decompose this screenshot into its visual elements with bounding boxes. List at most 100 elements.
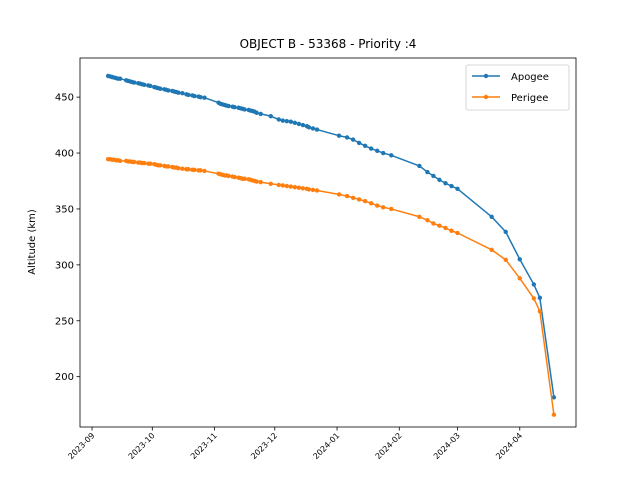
- perigee-point: [254, 179, 259, 184]
- apogee-point: [268, 113, 273, 119]
- perigee-point: [292, 184, 298, 190]
- y-axis-label: Altitude (km): [27, 209, 38, 275]
- perigee-point: [449, 228, 454, 233]
- perigee-point: [537, 309, 543, 314]
- perigee-point: [288, 184, 294, 189]
- perigee-point: [455, 230, 460, 236]
- y-axis: 200 250 300 350 400 450: [55, 93, 80, 383]
- apogee-point: [148, 83, 153, 89]
- perigee-point: [276, 182, 281, 188]
- apogee-point: [117, 76, 123, 81]
- apogee-point: [489, 214, 494, 219]
- perigee-point: [296, 185, 302, 190]
- perigee-point: [232, 174, 237, 180]
- plot-frame: [79, 57, 577, 428]
- perigee-point: [431, 221, 436, 226]
- perigee-point: [443, 225, 448, 231]
- y-tick-label: 400: [55, 149, 74, 160]
- perigee-point: [117, 158, 123, 164]
- apogee-point: [537, 295, 543, 301]
- legend-apogee-label: Apogee: [511, 72, 549, 83]
- plot-area: [105, 73, 557, 417]
- apogee-point: [389, 153, 394, 158]
- perigee-point: [375, 203, 380, 208]
- apogee-point: [202, 95, 207, 100]
- perigee-point: [192, 167, 197, 173]
- perigee-point: [148, 161, 153, 166]
- perigee-point: [202, 168, 207, 174]
- apogee-point: [344, 135, 350, 140]
- apogee-point: [166, 88, 171, 93]
- perigee-point: [306, 187, 312, 192]
- apogee-point: [431, 173, 436, 179]
- apogee-point: [417, 163, 422, 169]
- perigee-point: [180, 166, 185, 171]
- apogee-point: [242, 107, 247, 112]
- series-perigee: [105, 157, 557, 417]
- perigee-point: [198, 168, 203, 173]
- apogee-point: [517, 257, 522, 262]
- apogee-point: [381, 150, 386, 156]
- y-tick-label: 250: [55, 316, 74, 327]
- legend: Apogee Perigee: [465, 64, 570, 111]
- perigee-point: [344, 193, 350, 199]
- perigee-point: [517, 276, 522, 281]
- perigee-point: [132, 159, 137, 165]
- y-tick-label: 200: [55, 372, 74, 383]
- chart-title: OBJECT B - 53368 - Priority :4: [240, 37, 417, 51]
- apogee-point: [296, 121, 302, 127]
- apogee-point: [449, 183, 454, 189]
- apogee-point: [375, 148, 380, 154]
- perigee-point: [242, 176, 247, 181]
- apogee-point: [368, 146, 374, 151]
- apogee-point: [306, 125, 312, 130]
- apogee-point: [186, 92, 191, 98]
- perigee-point: [314, 188, 320, 193]
- series-apogee: [105, 73, 557, 400]
- perigee-point: [417, 214, 422, 219]
- perigee-point: [186, 167, 191, 172]
- apogee-point: [176, 90, 181, 95]
- perigee-point: [280, 183, 286, 188]
- apogee-point: [443, 181, 448, 186]
- apogee-point: [284, 118, 290, 124]
- apogee-point: [280, 118, 286, 123]
- perigee-point: [350, 195, 356, 200]
- perigee-point: [389, 206, 394, 212]
- perigee-point: [284, 183, 290, 189]
- perigee-point: [176, 165, 181, 171]
- apogee-point: [142, 82, 147, 88]
- apogee-point: [455, 186, 460, 192]
- y-tick-label: 350: [55, 204, 74, 215]
- apogee-point: [132, 80, 137, 85]
- perigee-point: [425, 217, 430, 223]
- perigee-point: [551, 412, 557, 417]
- perigee-point: [336, 192, 342, 197]
- apogee-point: [232, 105, 237, 110]
- apogee-point: [425, 169, 430, 175]
- y-tick-label: 300: [55, 260, 74, 271]
- apogee-point: [531, 282, 537, 287]
- perigee-point: [368, 201, 374, 206]
- apogee-point: [192, 93, 197, 99]
- perigee-point: [300, 186, 306, 191]
- apogee-point: [300, 122, 306, 128]
- apogee-point: [258, 111, 263, 117]
- apogee-point: [292, 120, 298, 126]
- apogee-point: [314, 127, 320, 132]
- apogee-point: [180, 91, 185, 96]
- apogee-point: [288, 119, 294, 124]
- perigee-point: [310, 187, 316, 193]
- perigee-point: [356, 197, 362, 202]
- apogee-point: [350, 137, 356, 142]
- perigee-point: [531, 296, 537, 301]
- apogee-point: [336, 133, 342, 138]
- perigee-point: [268, 181, 273, 186]
- apogee-point: [254, 110, 259, 115]
- apogee-point: [437, 177, 442, 183]
- perigee-point: [226, 173, 231, 179]
- perigee-point: [166, 164, 171, 169]
- apogee-point: [356, 140, 362, 146]
- apogee-point: [198, 94, 203, 100]
